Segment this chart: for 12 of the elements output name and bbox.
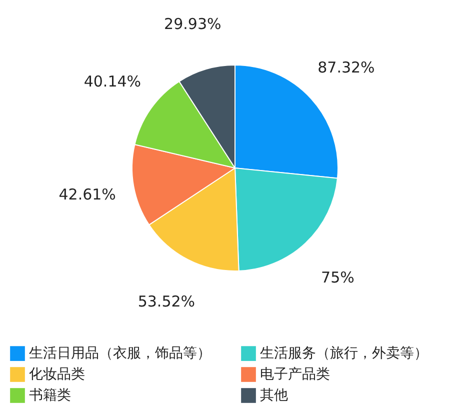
legend-label: 化妆品类 (29, 366, 85, 382)
data-label: 29.93% (164, 15, 222, 34)
data-label: 75% (321, 268, 354, 286)
data-label: 87.32% (318, 58, 375, 76)
legend-label: 生活服务（旅行，外卖等） (260, 346, 428, 362)
data-label: 40.14% (84, 72, 142, 91)
data-label: 53.52% (138, 292, 196, 310)
legend-label: 生活日用品（衣服，饰品等） (29, 346, 211, 362)
legend-label: 书籍类 (29, 388, 71, 404)
legend-label: 其他 (260, 388, 288, 404)
legend-label: 电子产品类 (260, 366, 330, 382)
data-label: 42.61% (58, 185, 116, 204)
